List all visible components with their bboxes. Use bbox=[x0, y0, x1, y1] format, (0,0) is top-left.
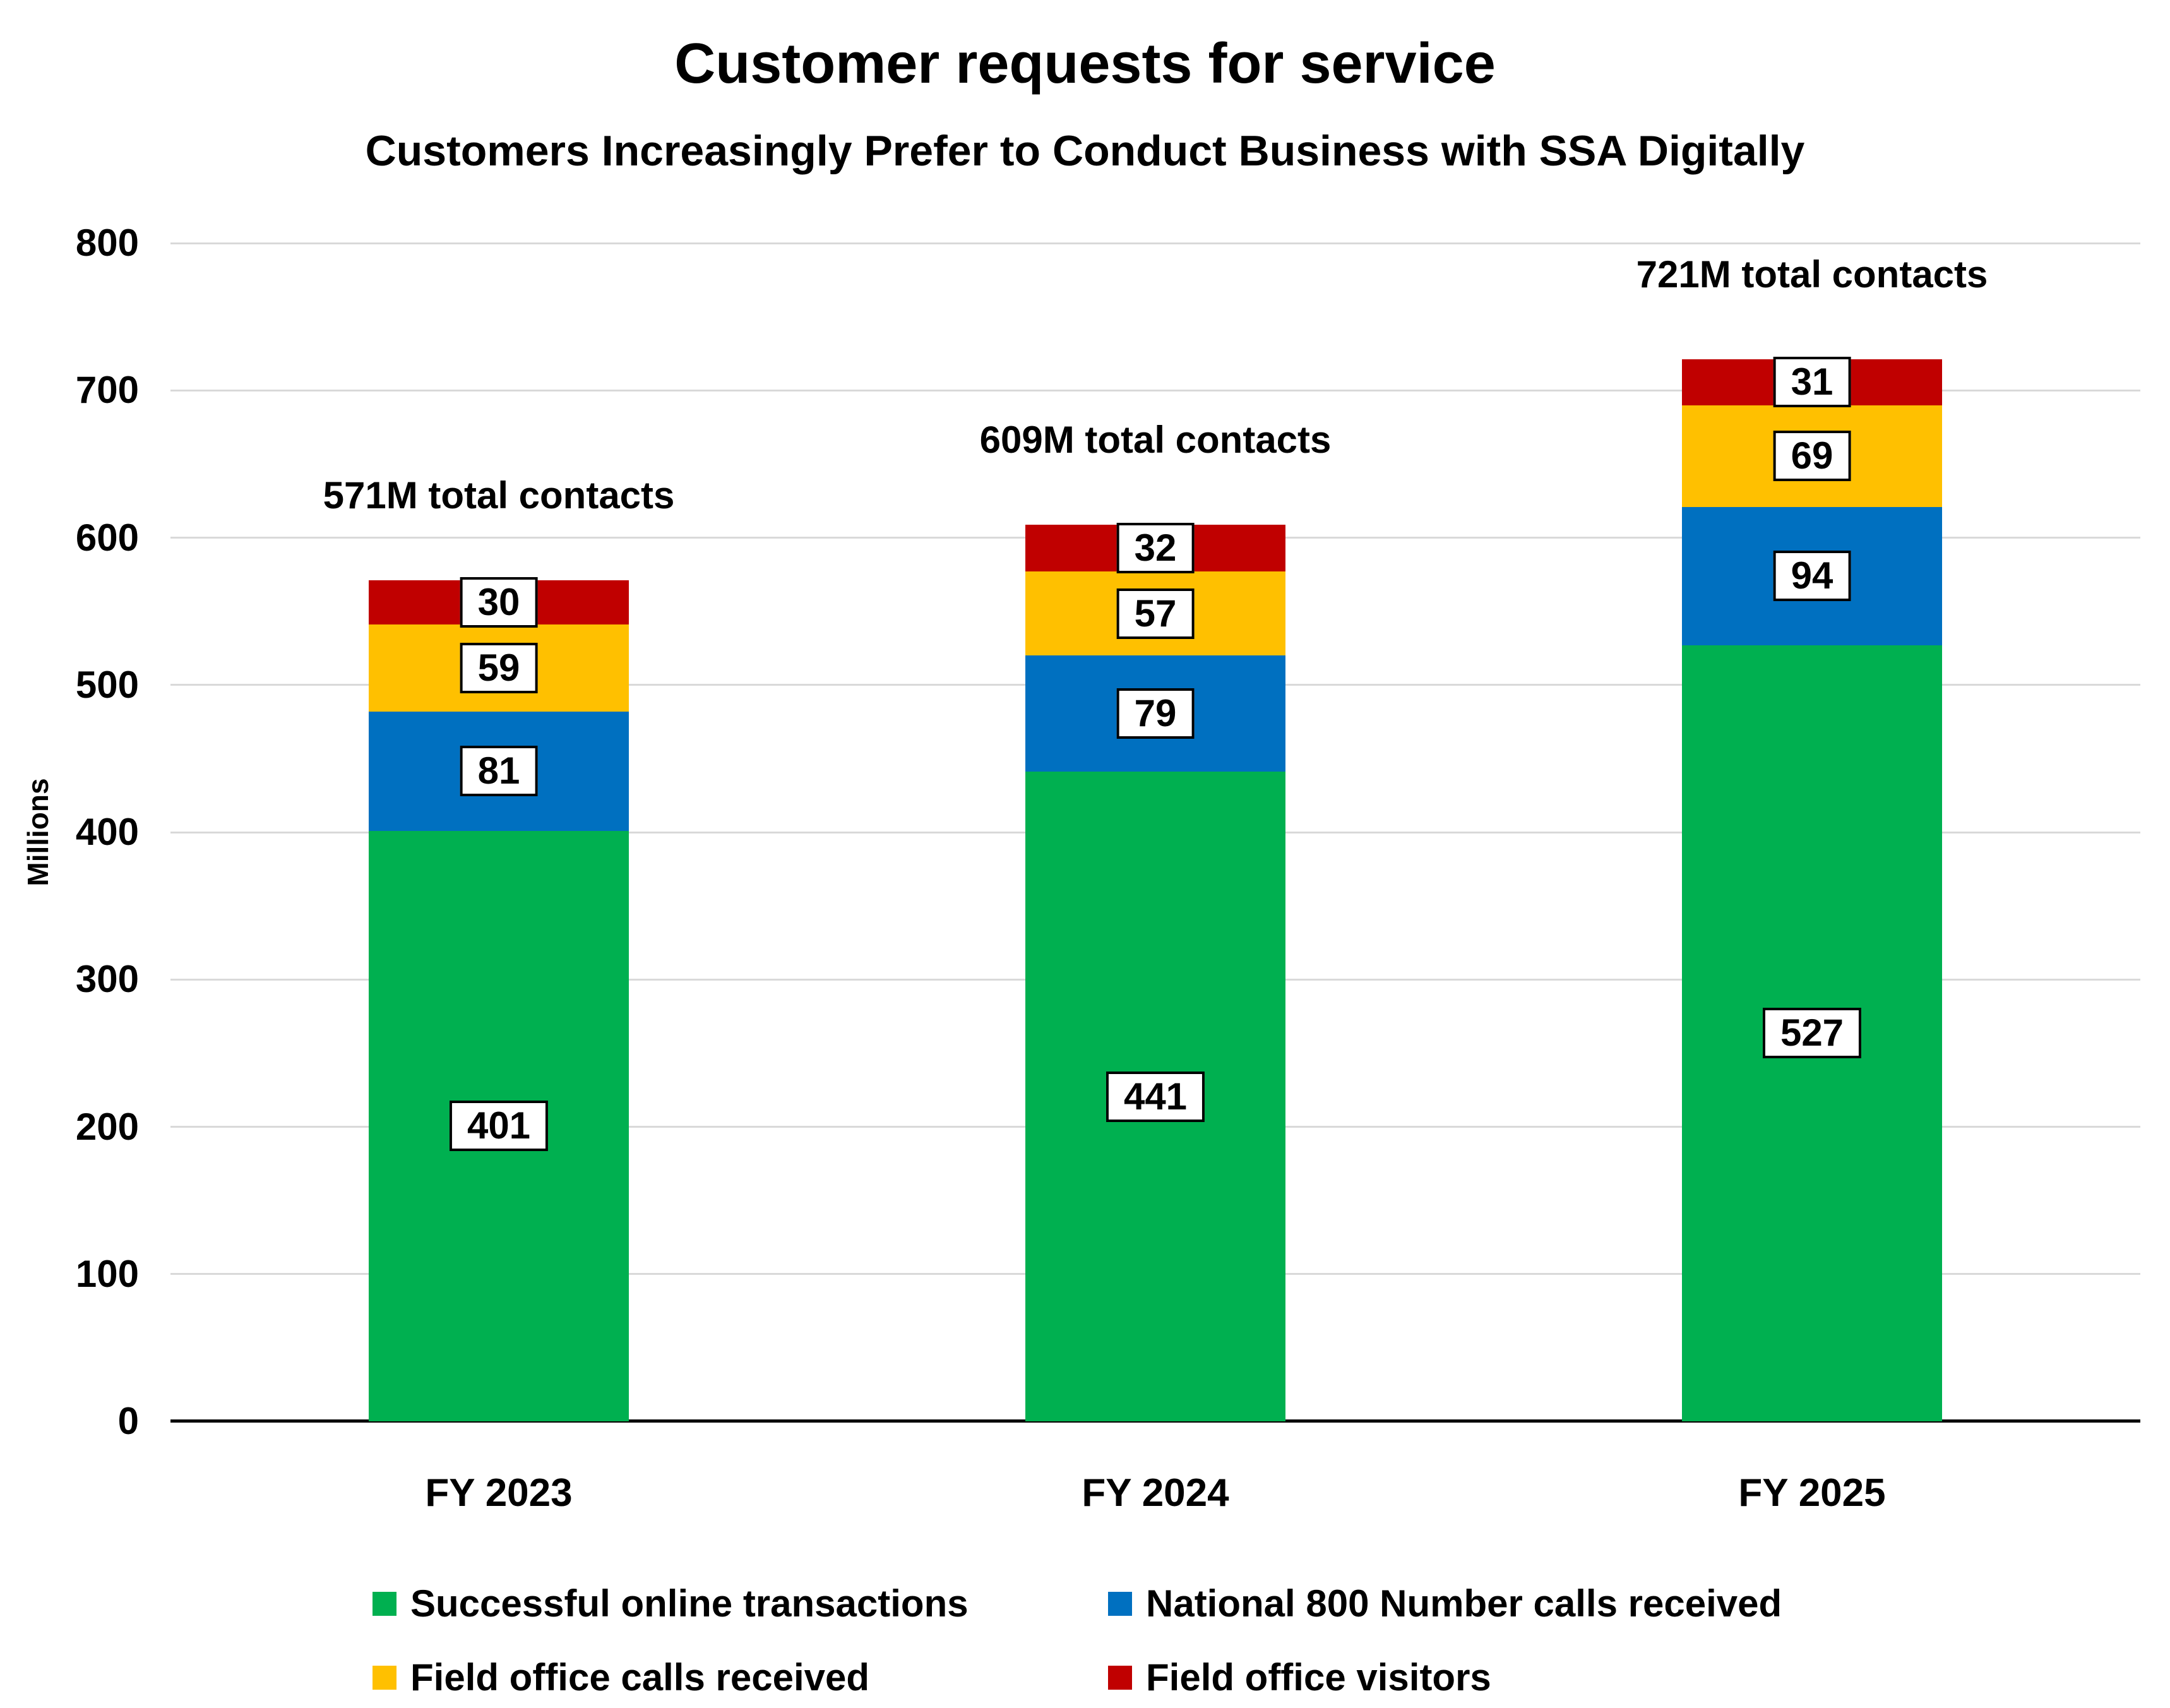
y-tick-label: 100 bbox=[75, 1252, 139, 1295]
total-contacts-label: 571M total contacts bbox=[323, 474, 675, 517]
value-label: 441 bbox=[1106, 1071, 1205, 1122]
x-axis-label: FY 2025 bbox=[1738, 1471, 1886, 1515]
legend-item: Field office calls received bbox=[373, 1656, 1108, 1699]
legend: Successful online transactions National 8… bbox=[373, 1582, 1782, 1699]
legend-swatch bbox=[1108, 1665, 1132, 1690]
value-label: 30 bbox=[460, 577, 538, 628]
x-axis-label: FY 2023 bbox=[425, 1471, 573, 1515]
total-contacts-label: 721M total contacts bbox=[1636, 253, 1988, 296]
value-label: 69 bbox=[1773, 431, 1851, 482]
value-label: 57 bbox=[1116, 588, 1195, 639]
chart-title: Customer requests for service bbox=[674, 32, 1496, 95]
value-label: 59 bbox=[460, 642, 538, 693]
legend-label: Field office visitors bbox=[1146, 1656, 1491, 1699]
legend-swatch bbox=[373, 1591, 396, 1616]
y-tick-label: 500 bbox=[75, 663, 139, 706]
legend-item: Field office visitors bbox=[1108, 1656, 1782, 1699]
value-label: 81 bbox=[460, 746, 538, 797]
legend-swatch bbox=[373, 1665, 396, 1690]
total-contacts-label: 609M total contacts bbox=[979, 418, 1332, 461]
legend-item: Successful online transactions bbox=[373, 1582, 1108, 1625]
gridline bbox=[170, 389, 2140, 391]
y-tick-label: 800 bbox=[75, 222, 139, 264]
legend-label: Field office calls received bbox=[410, 1656, 870, 1699]
x-axis-label: FY 2024 bbox=[1082, 1471, 1229, 1515]
plot-area: 0 100 200 300 400 500 600 700 800 401 81 59 30 571M t… bbox=[76, 224, 2140, 1515]
gridline bbox=[170, 242, 2140, 244]
y-tick-label: 700 bbox=[75, 369, 139, 412]
y-tick-label: 400 bbox=[75, 811, 139, 853]
value-label: 79 bbox=[1116, 688, 1195, 739]
legend-item: National 800 Number calls received bbox=[1108, 1582, 1782, 1625]
legend-label: National 800 Number calls received bbox=[1146, 1582, 1782, 1625]
legend-swatch bbox=[1108, 1591, 1132, 1616]
y-tick-label: 600 bbox=[75, 516, 139, 559]
value-label: 32 bbox=[1116, 522, 1195, 573]
y-tick-label: 0 bbox=[117, 1400, 139, 1442]
chart-subtitle: Customers Increasingly Prefer to Conduct… bbox=[365, 127, 1805, 175]
y-tick-label: 300 bbox=[75, 958, 139, 1001]
legend-label: Successful online transactions bbox=[410, 1582, 969, 1625]
value-label: 527 bbox=[1762, 1008, 1862, 1059]
value-label: 94 bbox=[1773, 551, 1851, 602]
value-label: 31 bbox=[1773, 357, 1851, 408]
y-tick-label: 200 bbox=[75, 1105, 139, 1148]
value-label: 401 bbox=[449, 1101, 549, 1152]
